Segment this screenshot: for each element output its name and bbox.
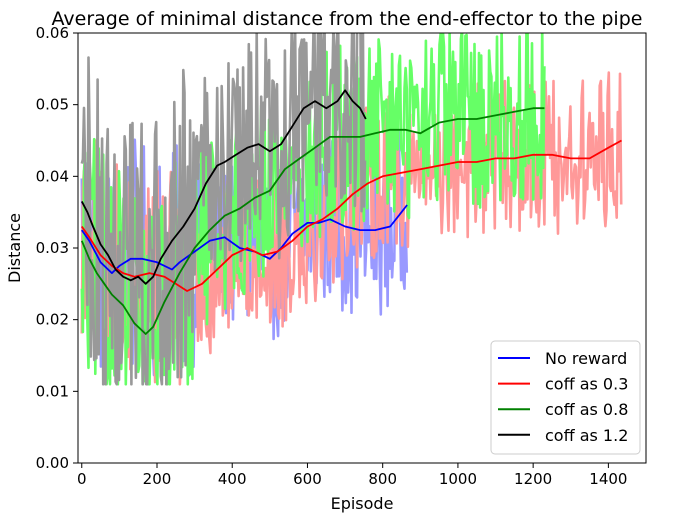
x-tick-label: 1200 bbox=[514, 470, 552, 488]
y-axis-title: Distance bbox=[5, 213, 24, 283]
series-line bbox=[80, 107, 545, 335]
series-line bbox=[81, 89, 367, 285]
x-tick-label: 400 bbox=[218, 470, 247, 488]
x-tick-label: 1400 bbox=[589, 470, 627, 488]
y-tick-label: 0.03 bbox=[36, 239, 69, 257]
x-tick-label: 1000 bbox=[439, 470, 477, 488]
legend-label: No reward bbox=[545, 349, 627, 368]
legend-label: coff as 0.8 bbox=[545, 400, 628, 419]
x-tick-label: 0 bbox=[77, 470, 87, 488]
legend-label: coff as 1.2 bbox=[545, 426, 628, 445]
x-tick-label: 800 bbox=[368, 470, 397, 488]
y-tick-label: 0.06 bbox=[36, 24, 69, 42]
raw-series-line bbox=[80, 33, 367, 386]
legend-box bbox=[490, 340, 641, 455]
legend: No reward coff as 0.3 coff as 0.8 coff as 1… bbox=[490, 340, 641, 455]
chart-title: Average of minimal distance from the end… bbox=[52, 8, 643, 30]
series-line bbox=[81, 204, 408, 274]
y-axis: 0.00 0.01 0.02 0.03 0.04 0.05 0.06 bbox=[36, 24, 78, 472]
smoothed-series-layer bbox=[80, 89, 622, 335]
x-axis: 0 200 400 600 800 1000 1200 1400 bbox=[77, 463, 627, 488]
x-tick-label: 200 bbox=[143, 470, 172, 488]
y-tick-label: 0.02 bbox=[36, 311, 69, 329]
x-axis-title: Episode bbox=[331, 494, 394, 513]
y-tick-label: 0.05 bbox=[36, 96, 69, 114]
x-tick-label: 600 bbox=[293, 470, 322, 488]
raw-series-layer bbox=[80, 33, 623, 386]
y-tick-label: 0.01 bbox=[36, 382, 69, 400]
series-line bbox=[81, 139, 622, 292]
y-tick-label: 0.00 bbox=[36, 454, 69, 472]
y-tick-label: 0.04 bbox=[36, 167, 69, 185]
legend-label: coff as 0.3 bbox=[545, 375, 628, 394]
